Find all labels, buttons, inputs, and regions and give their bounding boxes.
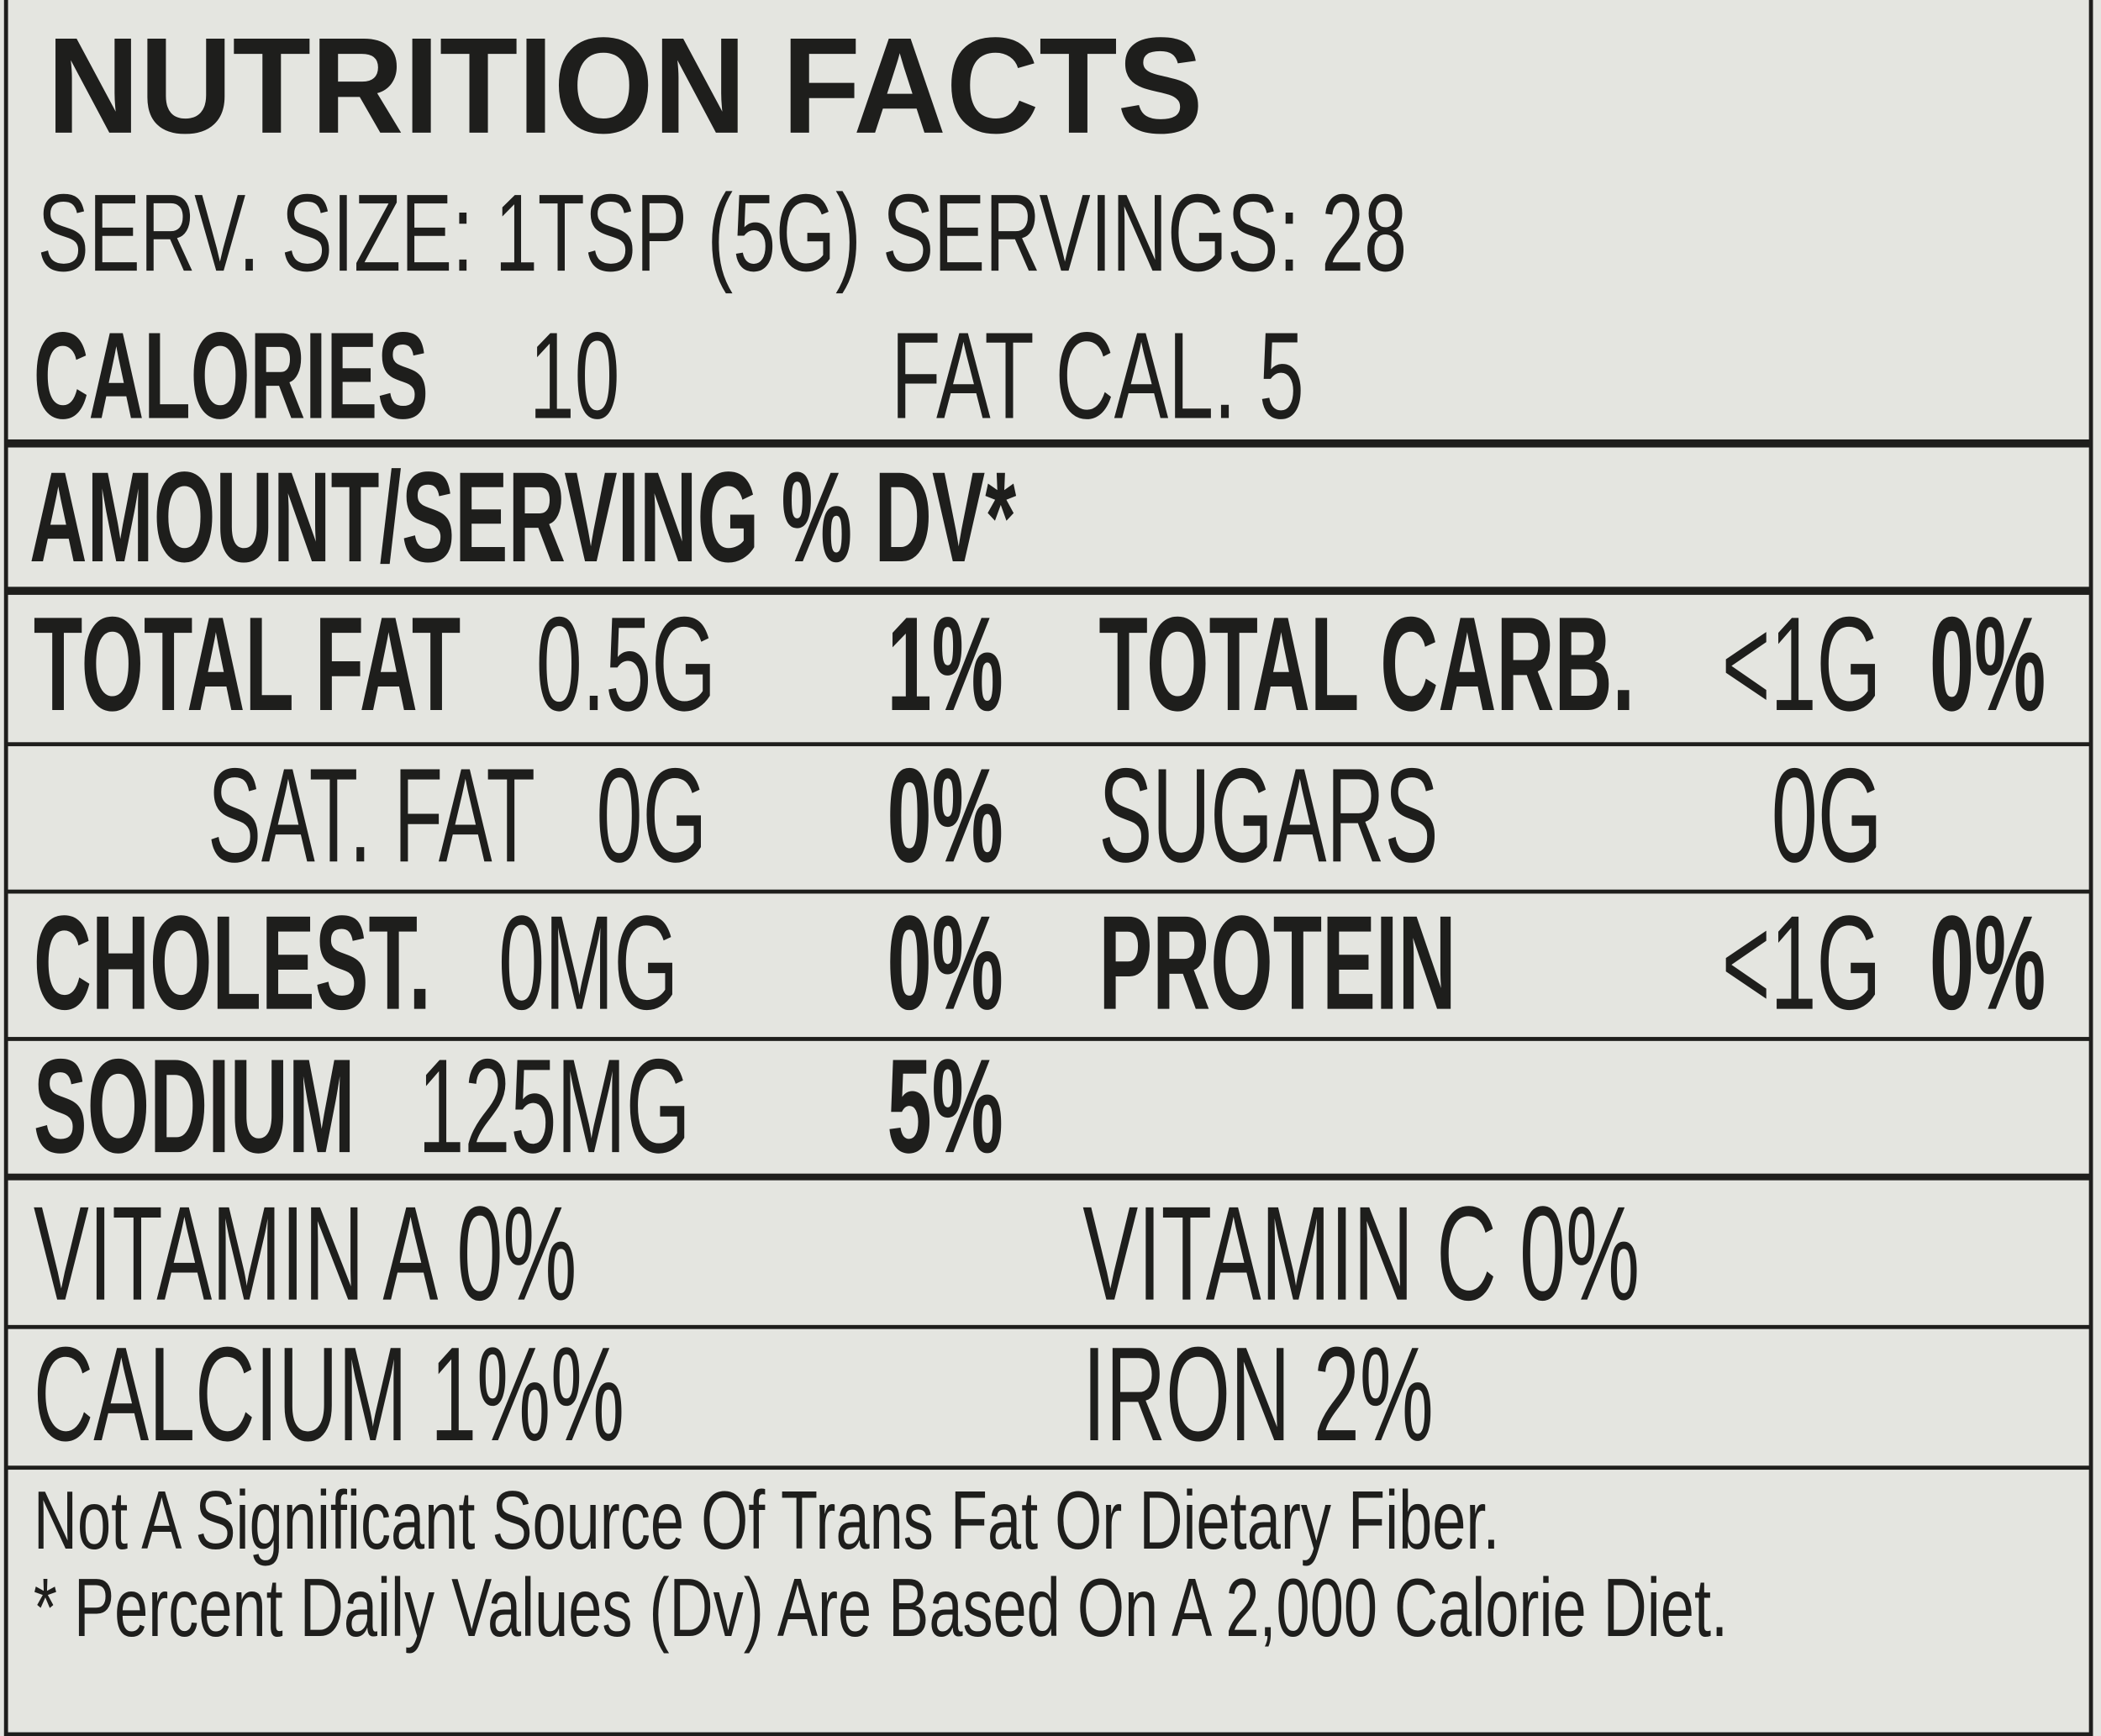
rule xyxy=(6,889,2091,894)
footnote: * Percent Daily Values (Dv) Are Based On… xyxy=(33,1562,1729,1655)
fat-calories: FAT CAL. 5 xyxy=(891,307,1304,445)
rule xyxy=(6,1324,2091,1329)
page: NUTRITION FACTS SERV. SIZE: 1TSP (5G) SER… xyxy=(3,0,2093,1736)
calories-value: 10 xyxy=(529,307,620,445)
nutrient-dv: 0% xyxy=(1929,888,2046,1039)
nutrient-amount: 0.5G xyxy=(535,589,717,740)
vitamin: VITAMIN C 0% xyxy=(1082,1179,1640,1329)
nutrient-label: SUGARS xyxy=(1098,740,1439,892)
rule xyxy=(6,587,2091,595)
nutrient-dv: 1% xyxy=(887,589,1003,740)
footnote: Not A Significant Source Of Trans Fat Or… xyxy=(33,1475,1500,1568)
nutrient-label: TOTAL FAT xyxy=(33,589,461,740)
nutrient-dv: 0% xyxy=(887,888,1003,1039)
rule xyxy=(6,1037,2091,1041)
nutrient-amount: 0MG xyxy=(498,888,679,1039)
nutrient-label: CHOLEST. xyxy=(33,888,431,1039)
rule xyxy=(6,1173,2091,1181)
title: NUTRITION FACTS xyxy=(46,8,1203,162)
amount-header: AMOUNT/SERVING % DV* xyxy=(29,445,1017,590)
nutrient-dv: 5% xyxy=(887,1031,1003,1182)
nutrient-label: PROTEIN xyxy=(1098,888,1456,1039)
nutrient-dv: 0% xyxy=(1929,589,2046,740)
nutrient-amount: <1G xyxy=(1721,888,1882,1039)
rule xyxy=(6,439,2091,448)
nutrient-amount: 0G xyxy=(1771,740,1882,892)
nutrient-label: TOTAL CARB. xyxy=(1098,589,1635,740)
nutrient-amount: 125MG xyxy=(418,1031,691,1182)
calories-label: CALORIES xyxy=(33,307,429,445)
rule xyxy=(6,742,2091,747)
rule xyxy=(6,1465,2091,1470)
nutrient-amount: <1G xyxy=(1721,589,1882,740)
nutrient-label: SAT. FAT xyxy=(208,740,535,892)
vitamin: VITAMIN A 0% xyxy=(33,1179,577,1329)
nutrition-label: NUTRITION FACTS SERV. SIZE: 1TSP (5G) SER… xyxy=(3,0,2093,1736)
vitamin: IRON 2% xyxy=(1082,1319,1434,1470)
nutrient-dv: 0% xyxy=(887,740,1003,892)
nutrient-label: SODIUM xyxy=(33,1031,355,1182)
nutrient-amount: 0G xyxy=(596,740,708,892)
vitamin: CALCIUM 1%% xyxy=(33,1319,624,1470)
serving-size: SERV. SIZE: 1TSP (5G) SERVINGS: 28 xyxy=(37,173,1408,296)
